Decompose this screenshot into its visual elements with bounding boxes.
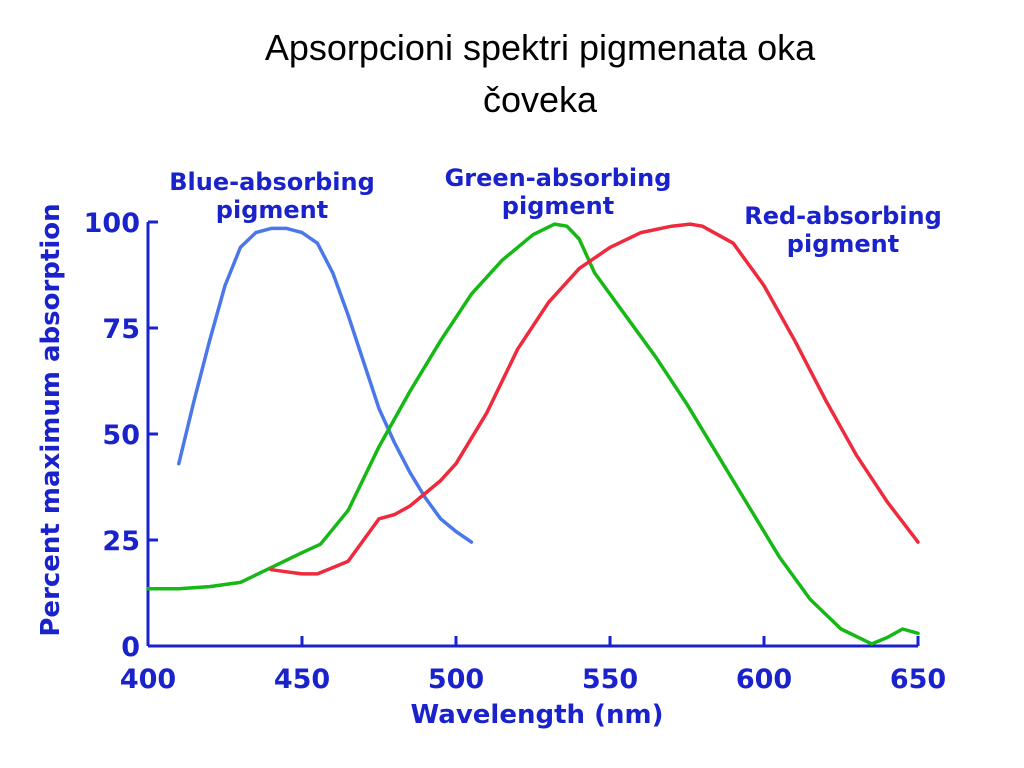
- y-axis-label: Percent maximum absorption: [36, 203, 66, 636]
- y-tick-label: 50: [102, 420, 140, 451]
- y-tick-label: 100: [84, 208, 140, 239]
- slide-title-line-2: čoveka: [482, 79, 598, 120]
- green-absorbing-pigment-line: [146, 222, 920, 646]
- x-tick-label: 500: [428, 664, 484, 695]
- y-tick-label: 25: [102, 526, 140, 557]
- y-tick-label: 75: [102, 314, 140, 345]
- slide-title: Apsorpcioni spektri pigmenata oka čoveka: [200, 22, 880, 126]
- green-absorbing-pigment-label-line-1: Green-absorbing: [445, 164, 672, 192]
- red-absorbing-pigment-line: [269, 222, 920, 576]
- y-tick-label: 0: [121, 632, 140, 663]
- red-absorbing-pigment-label-line-1: Red-absorbing: [744, 202, 942, 230]
- blue-absorbing-pigment-label-line-2: pigment: [216, 196, 328, 224]
- x-tick-label: 450: [274, 664, 330, 695]
- red-absorbing-pigment-label-line-2: pigment: [787, 230, 899, 258]
- green-absorbing-pigment-label-line-2: pigment: [502, 192, 614, 220]
- x-tick-label: 600: [736, 664, 792, 695]
- x-axis-label: Wavelength (nm): [411, 700, 664, 730]
- chart-series-labels: Blue-absorbingpigmentGreen-absorbingpigm…: [169, 164, 942, 258]
- blue-absorbing-pigment-label-line-1: Blue-absorbing: [169, 168, 375, 196]
- x-tick-label: 550: [582, 664, 638, 695]
- chart-ticks: 400 450 500 550 600 650 0 25 50 75 100: [84, 208, 947, 695]
- x-tick-label: 650: [890, 664, 946, 695]
- slide-title-line-1: Apsorpcioni spektri pigmenata oka: [264, 27, 816, 68]
- blue-absorbing-pigment-line: [177, 226, 474, 544]
- x-tick-label: 400: [120, 664, 176, 695]
- chart-axes: [146, 222, 918, 648]
- chart-series: [146, 222, 920, 646]
